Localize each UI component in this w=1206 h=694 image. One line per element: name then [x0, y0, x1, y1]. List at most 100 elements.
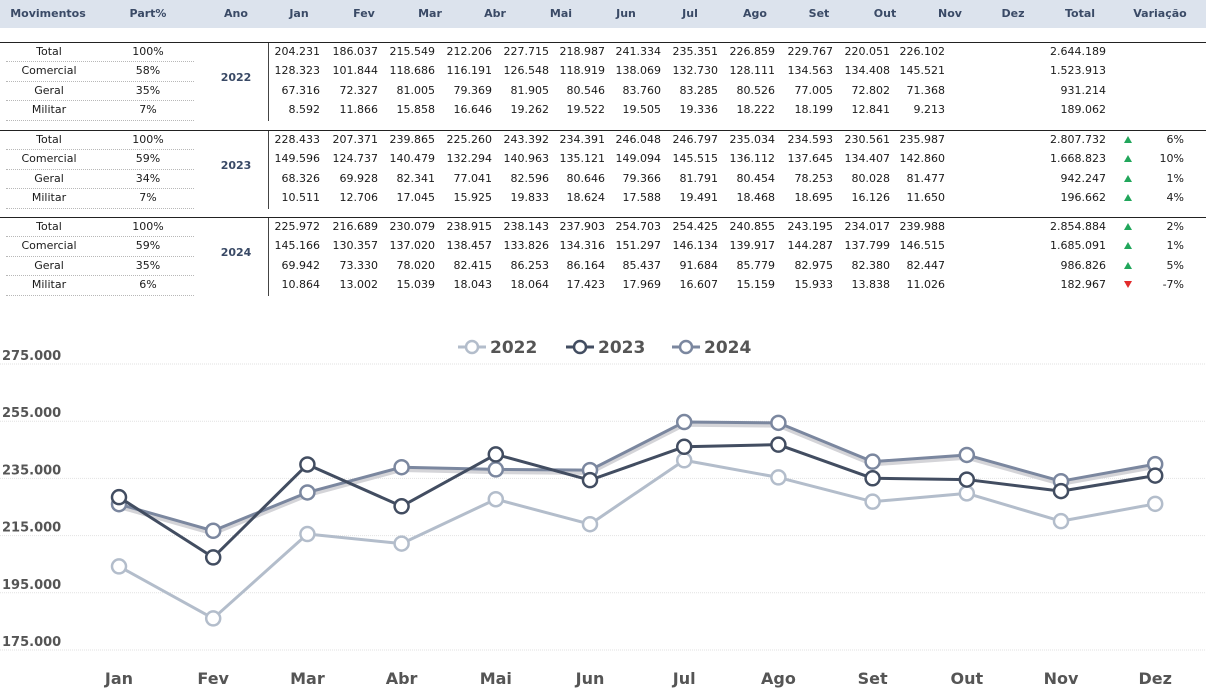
month-value: 15.039 [396, 278, 436, 292]
month-value: 15.858 [396, 103, 436, 117]
month-value: 246.797 [672, 133, 719, 146]
row-total: 1.523.913 [1050, 64, 1106, 78]
month-value: 135.121 [559, 152, 606, 166]
month-value: 82.975 [794, 258, 834, 272]
month-value: 240.855 [729, 220, 776, 233]
month-value: 13.002 [339, 278, 379, 292]
data-point [770, 469, 787, 486]
month-value: 19.336 [679, 103, 719, 117]
data-point [958, 485, 976, 502]
month-value: 83.285 [679, 83, 719, 97]
data-point [864, 470, 881, 487]
header-month: Jun [616, 7, 636, 20]
header-variacao: Variação [1133, 7, 1187, 20]
data-point [770, 414, 787, 432]
month-value: 229.767 [787, 45, 834, 58]
x-tick-label: Jun [575, 669, 605, 688]
month-value: 149.596 [274, 152, 321, 166]
month-value: 204.231 [274, 45, 321, 58]
month-value: 82.341 [396, 171, 436, 185]
month-value: 16.126 [851, 191, 891, 205]
month-value: 238.915 [446, 220, 493, 233]
row-total: 182.967 [1060, 278, 1107, 292]
month-value: 246.048 [615, 133, 662, 146]
month-value: 226.102 [899, 45, 946, 58]
month-value: 8.592 [288, 103, 321, 117]
month-value: 227.715 [503, 45, 550, 58]
month-value: 140.963 [503, 152, 550, 166]
trend-up-icon [1124, 223, 1132, 230]
month-value: 134.563 [787, 64, 834, 78]
month-value: 18.199 [794, 103, 834, 117]
data-point [864, 453, 881, 470]
header-month: Mar [418, 7, 442, 20]
month-value: 82.596 [510, 171, 550, 185]
month-value: 215.549 [389, 45, 436, 58]
month-value: 137.799 [844, 239, 891, 253]
month-value: 78.020 [396, 258, 436, 272]
year-label: 2024 [220, 246, 252, 260]
month-value: 15.159 [736, 278, 776, 292]
x-tick-label: Set [858, 669, 888, 688]
month-value: 72.327 [339, 83, 379, 97]
data-point [958, 446, 976, 464]
month-value: 243.392 [503, 133, 550, 146]
row-part: 59% [135, 152, 161, 166]
trend-up-icon [1124, 155, 1132, 163]
month-value: 234.593 [787, 133, 834, 146]
data-point [675, 438, 693, 456]
x-tick-label: Out [950, 669, 983, 688]
month-value: 137.020 [389, 239, 436, 253]
row-variacao: 10% [1159, 152, 1184, 166]
month-value: 10.864 [281, 278, 321, 292]
row-divider [6, 119, 194, 121]
month-value: 149.094 [615, 152, 662, 166]
month-value: 124.737 [332, 152, 379, 166]
row-divider [6, 80, 194, 82]
month-value: 81.477 [906, 171, 946, 185]
header-month: Fev [353, 7, 375, 20]
month-value: 151.297 [615, 239, 662, 253]
month-value: 80.454 [736, 171, 776, 185]
month-value: 78.253 [794, 171, 834, 185]
legend-label: 2024 [704, 338, 751, 358]
month-value: 12.841 [851, 103, 891, 117]
month-value: 132.730 [672, 64, 719, 78]
y-tick-label: 195.000 [2, 578, 61, 593]
month-value: 139.917 [729, 239, 776, 253]
month-value: 186.037 [332, 45, 379, 58]
row-label: Geral [34, 171, 64, 185]
month-value: 80.526 [736, 83, 776, 97]
month-value: 12.706 [339, 191, 379, 205]
row-variacao: 5% [1166, 258, 1184, 272]
data-point [487, 490, 505, 508]
month-value: 18.468 [736, 191, 776, 205]
x-tick-label: Abr [386, 669, 418, 688]
header-month: Nov [938, 7, 962, 20]
row-label: Comercial [21, 64, 77, 78]
row-part: 100% [132, 45, 164, 58]
row-variacao: 2% [1166, 220, 1184, 233]
month-value: 69.942 [281, 258, 321, 272]
data-point [110, 488, 128, 506]
row-label: Militar [31, 191, 67, 205]
row-divider [6, 61, 194, 63]
month-value: 239.988 [899, 220, 946, 233]
month-value: 212.206 [446, 45, 493, 58]
month-value: 77.041 [453, 171, 493, 185]
x-tick-label: Nov [1044, 669, 1079, 688]
month-value: 116.191 [446, 64, 493, 78]
block-edge [268, 43, 269, 121]
month-value: 11.650 [906, 191, 946, 205]
row-divider [6, 168, 194, 170]
month-value: 234.017 [844, 220, 891, 233]
legend-marker [464, 339, 480, 355]
header-ano: Ano [224, 7, 248, 20]
month-value: 85.779 [736, 258, 776, 272]
trend-up-icon [1124, 261, 1132, 269]
data-point [393, 535, 410, 552]
month-value: 11.866 [339, 103, 379, 117]
month-value: 234.391 [559, 133, 606, 146]
row-part: 35% [135, 258, 161, 272]
row-label: Militar [31, 278, 67, 292]
